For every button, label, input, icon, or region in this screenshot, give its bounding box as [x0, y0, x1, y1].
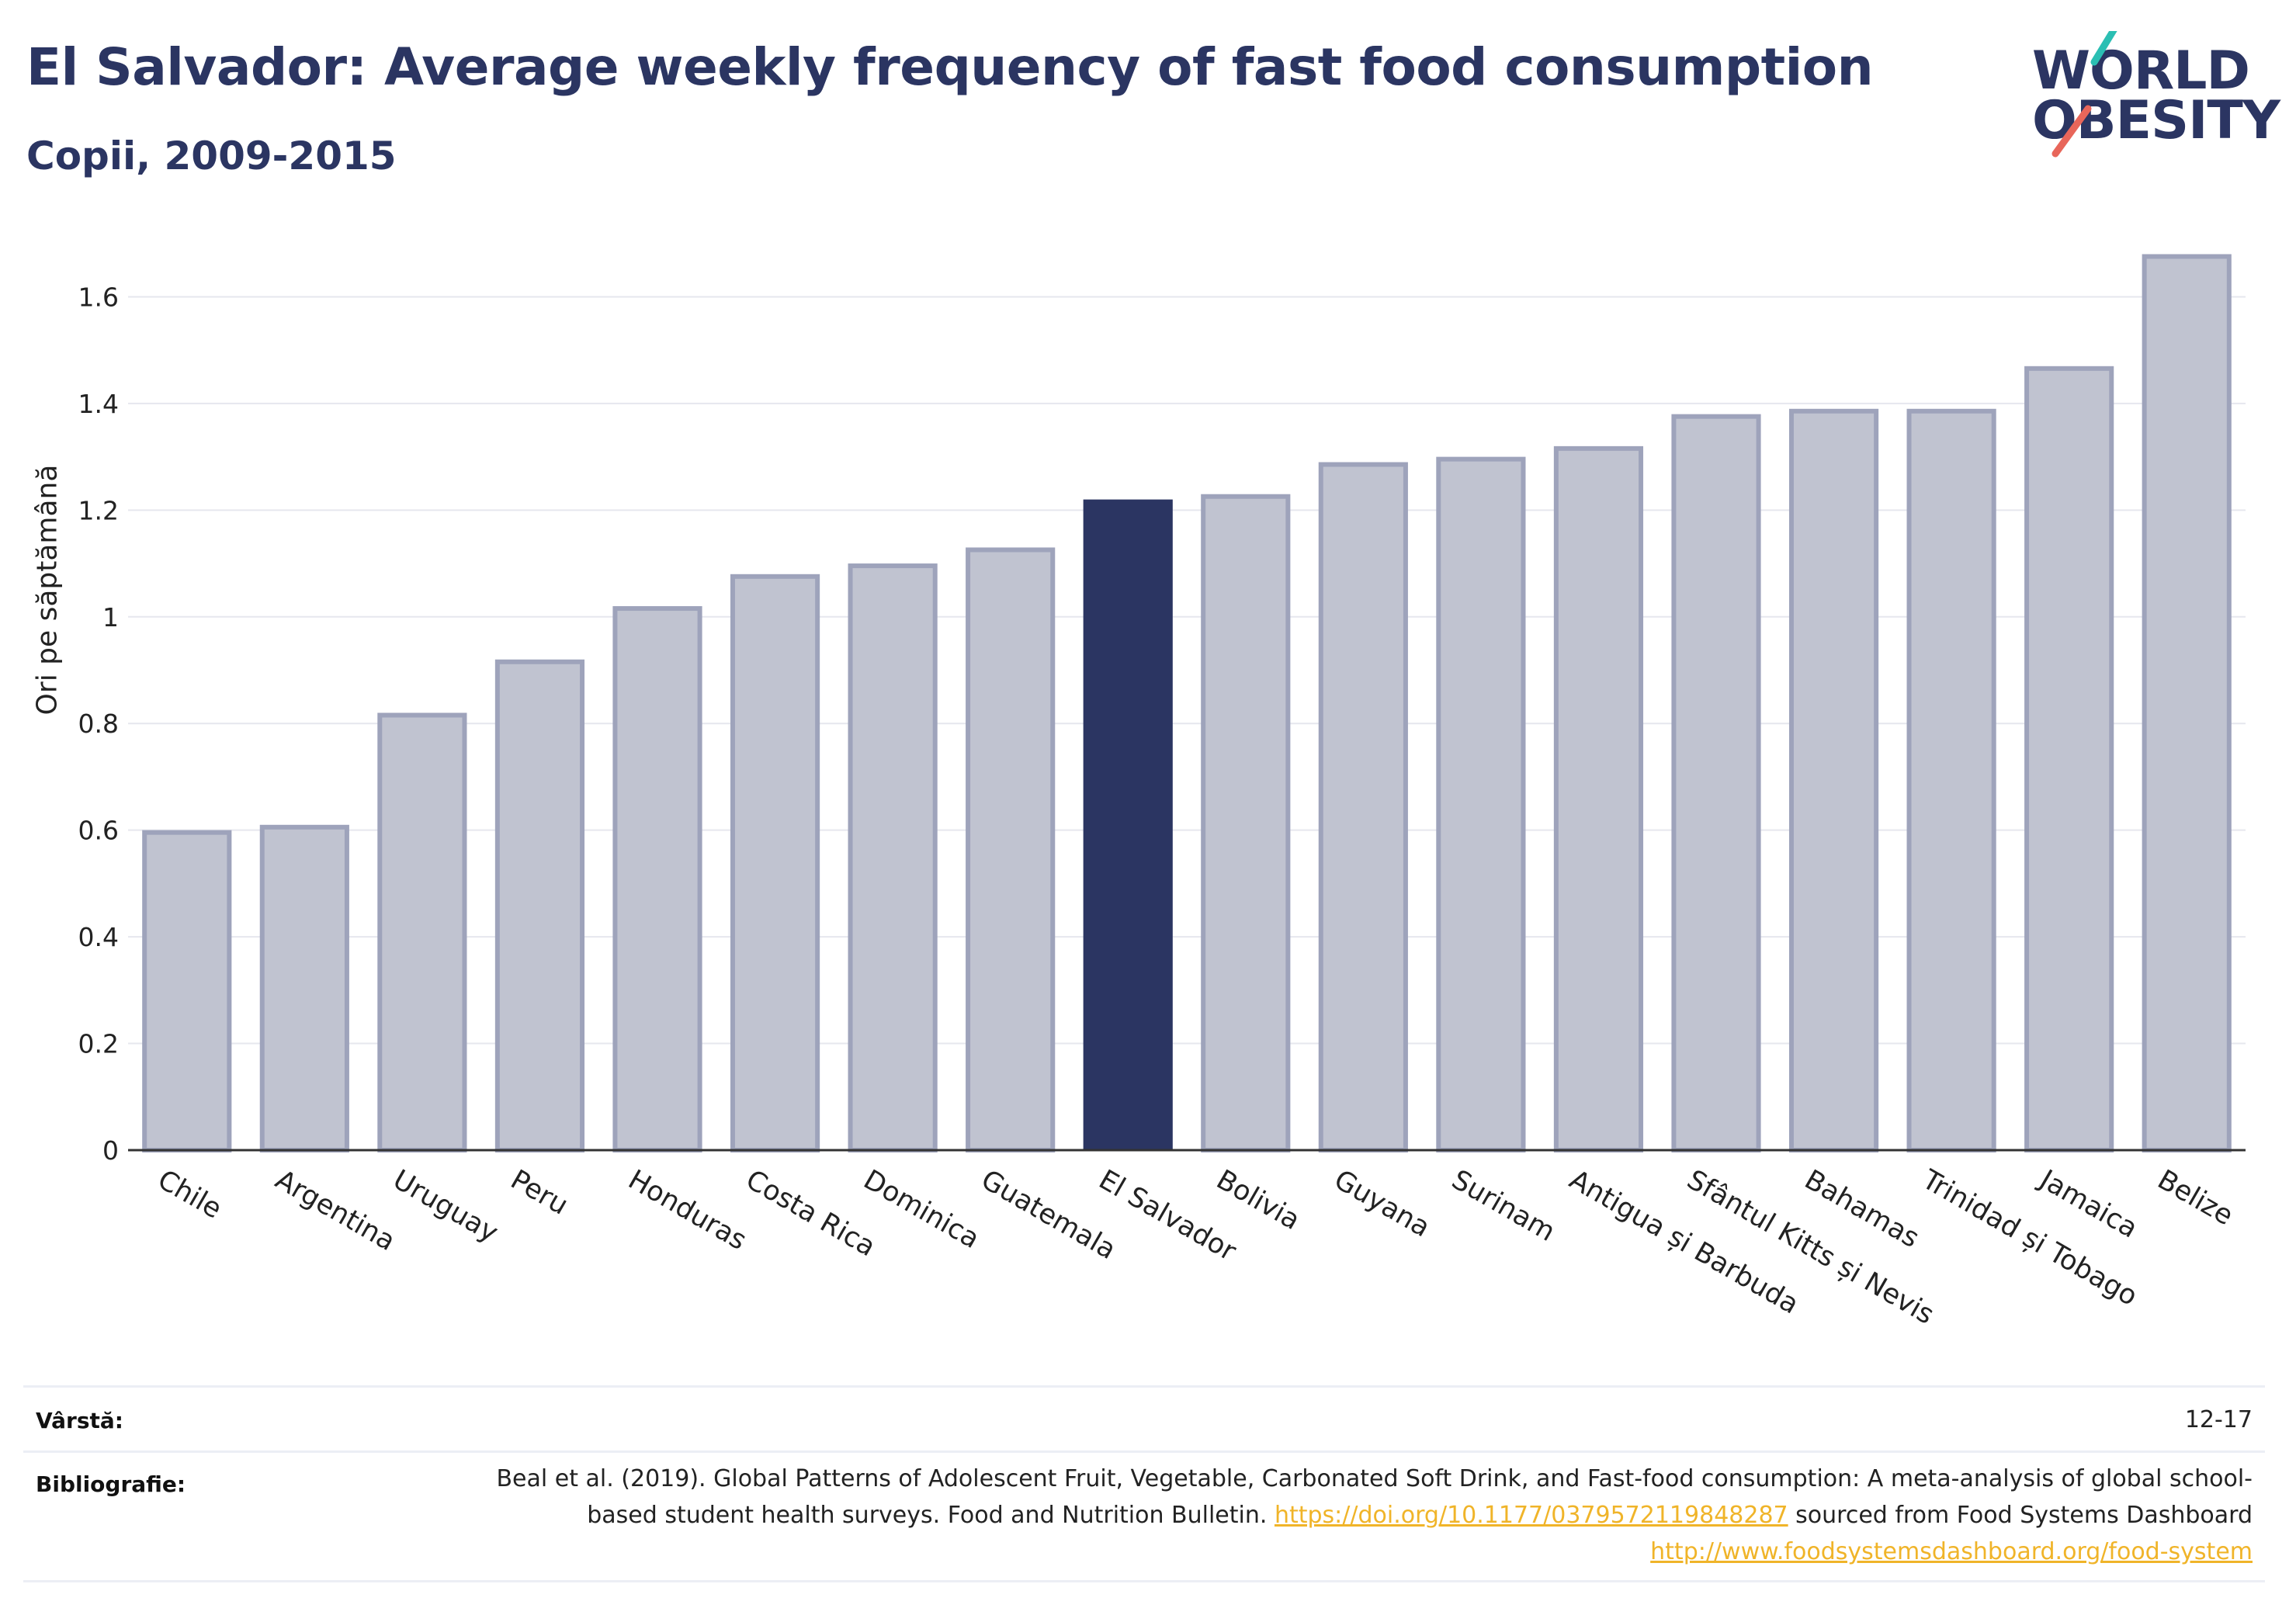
x-tick-label: Trinidad și Tobago — [1916, 1164, 2142, 1312]
x-tick-label: Peru — [505, 1164, 574, 1222]
bar — [730, 574, 820, 1152]
age-row: Vârstă: 12-17 — [23, 1385, 2265, 1450]
logo-line-1: WORLD — [2032, 40, 2250, 102]
bibliography-text: Beal et al. (2019). Global Patterns of A… — [467, 1461, 2253, 1570]
logo-line-2: OBESITY — [2032, 90, 2280, 151]
bar — [848, 563, 938, 1152]
chart-title: El Salvador: Average weekly frequency of… — [26, 37, 1874, 97]
bar — [1436, 456, 1526, 1152]
x-tick-label: Uruguay — [387, 1164, 503, 1249]
bar — [259, 824, 349, 1153]
x-tick-label: Argentina — [270, 1164, 401, 1257]
metadata-table: Vârstă: 12-17 Bibliografie: Beal et al. … — [23, 1385, 2265, 1582]
bar — [1671, 414, 1761, 1152]
y-tick-label: 0.8 — [78, 709, 119, 739]
y-tick-label: 1.4 — [78, 389, 119, 419]
bibliography-source: sourced from Food Systems Dashboard — [1795, 1502, 2253, 1529]
x-tick-label: Bolivia — [1211, 1164, 1305, 1236]
food-systems-link[interactable]: http://www.foodsystemsdashboard.org/food… — [1650, 1538, 2253, 1565]
x-tick-label: Guatemala — [976, 1164, 1121, 1266]
y-tick-label: 0 — [102, 1135, 119, 1166]
bibliography-label: Bibliografie: — [36, 1471, 186, 1497]
world-obesity-logo[interactable]: WORLD OBESITY — [2018, 31, 2280, 171]
age-label: Vârstă: — [36, 1408, 123, 1433]
bar — [1553, 445, 1644, 1152]
y-tick-label: 1 — [102, 602, 119, 633]
x-tick-label: Surinam — [1446, 1164, 1560, 1248]
bar-highlight — [1083, 499, 1173, 1150]
bibliography-citation: Beal et al. (2019). Global Patterns of A… — [496, 1465, 2253, 1529]
bar — [2142, 254, 2232, 1152]
y-tick-label: 0.2 — [78, 1029, 119, 1059]
x-tick-label: Belize — [2152, 1164, 2239, 1232]
bar — [142, 830, 232, 1153]
x-tick-label: Chile — [152, 1164, 227, 1225]
chart-subtitle: Copii, 2009-2015 — [26, 133, 397, 178]
age-value: 12-17 — [2184, 1406, 2253, 1433]
y-axis-title: Ori pe săptămână — [31, 464, 64, 716]
bar — [377, 712, 467, 1152]
bar — [2024, 366, 2114, 1153]
bibliography-row: Bibliografie: Beal et al. (2019). Global… — [23, 1450, 2265, 1582]
doi-link[interactable]: https://doi.org/10.1177/0379572119848287 — [1274, 1502, 1788, 1529]
bar — [966, 547, 1056, 1152]
y-tick-label: 0.6 — [78, 816, 119, 846]
bar — [494, 659, 585, 1152]
bar — [1788, 408, 1879, 1152]
y-tick-label: 0.4 — [78, 922, 119, 952]
bar — [1318, 462, 1408, 1152]
logo-slash-icon — [2051, 31, 2117, 158]
x-tick-label: Costa Rica — [740, 1164, 880, 1263]
bar — [1201, 494, 1291, 1152]
bar — [612, 606, 702, 1152]
bar-chart: 0 0.2 0.4 0.6 0.8 1 1.2 1.4 1.6 Chile ArgentinaUru… — [78, 254, 2246, 1331]
x-tick-label: Guyana — [1329, 1164, 1435, 1243]
x-tick-label: Honduras — [623, 1164, 752, 1256]
y-tick-label: 1.2 — [78, 495, 119, 525]
bar — [1906, 408, 1996, 1152]
y-tick-label: 1.6 — [78, 282, 119, 312]
